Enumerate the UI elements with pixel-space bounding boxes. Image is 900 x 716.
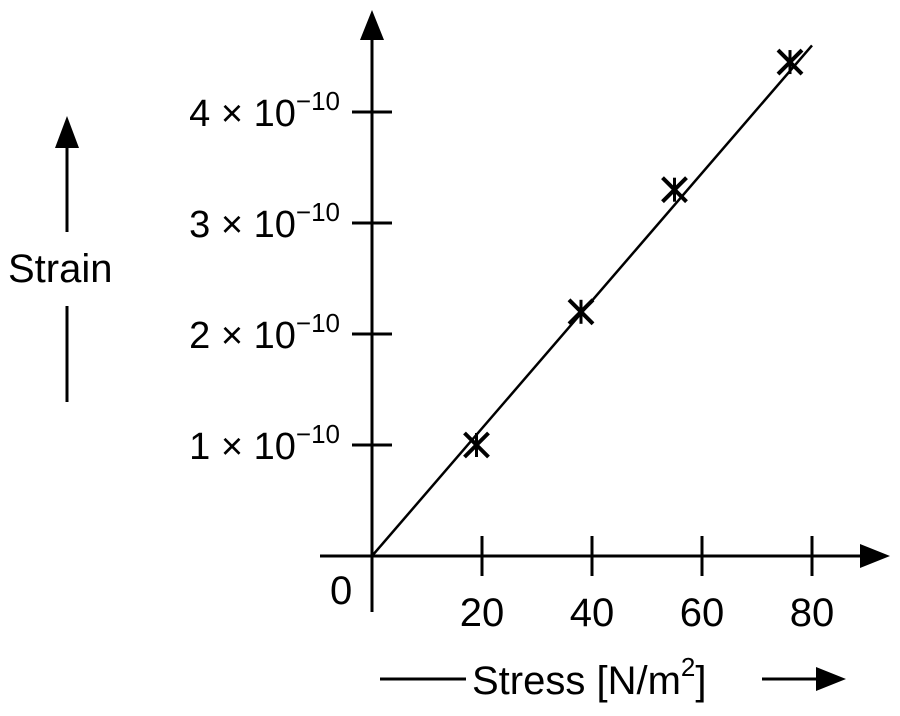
data-point-2 <box>567 298 595 326</box>
y-title-arrowhead <box>55 116 79 148</box>
x-tick-label-40: 40 <box>570 591 615 635</box>
y-tick-label-2: 2 × 10−10 <box>189 308 340 357</box>
x-axis-title-sup: 2 <box>681 652 695 682</box>
x-tick-label-60: 60 <box>680 591 725 635</box>
x-tick-label-20: 20 <box>460 591 505 635</box>
data-markers <box>463 48 804 459</box>
x-ticks: 20 40 60 80 <box>460 536 835 635</box>
y-tick-label-4: 4 × 10−10 <box>189 86 340 135</box>
y-tick-label-1: 1 × 10−10 <box>189 419 340 468</box>
x-axis-title-group: Stress [N/m2] <box>380 652 846 703</box>
x-axis-title-close: ] <box>695 659 706 703</box>
data-point-1 <box>463 431 490 459</box>
axes <box>320 10 890 612</box>
origin-label: 0 <box>330 569 352 613</box>
y-axis-arrowhead <box>360 10 384 40</box>
x-tick-label-80: 80 <box>790 591 835 635</box>
y-ticks: 1 × 10−10 2 × 10−10 3 × 10−10 4 × 10−10 <box>189 86 392 468</box>
data-point-4 <box>776 48 804 76</box>
y-tick-label-3: 3 × 10−10 <box>189 197 340 246</box>
x-axis-title: Stress [N/m2] <box>472 652 707 703</box>
x-title-arrowhead <box>816 667 846 691</box>
data-point-3 <box>661 176 688 204</box>
y-axis-title: Strain <box>8 247 113 291</box>
x-axis-arrowhead <box>860 544 890 568</box>
x-axis-title-main: Stress [N/m <box>472 659 681 703</box>
y-axis-title-group: Strain <box>8 116 113 402</box>
